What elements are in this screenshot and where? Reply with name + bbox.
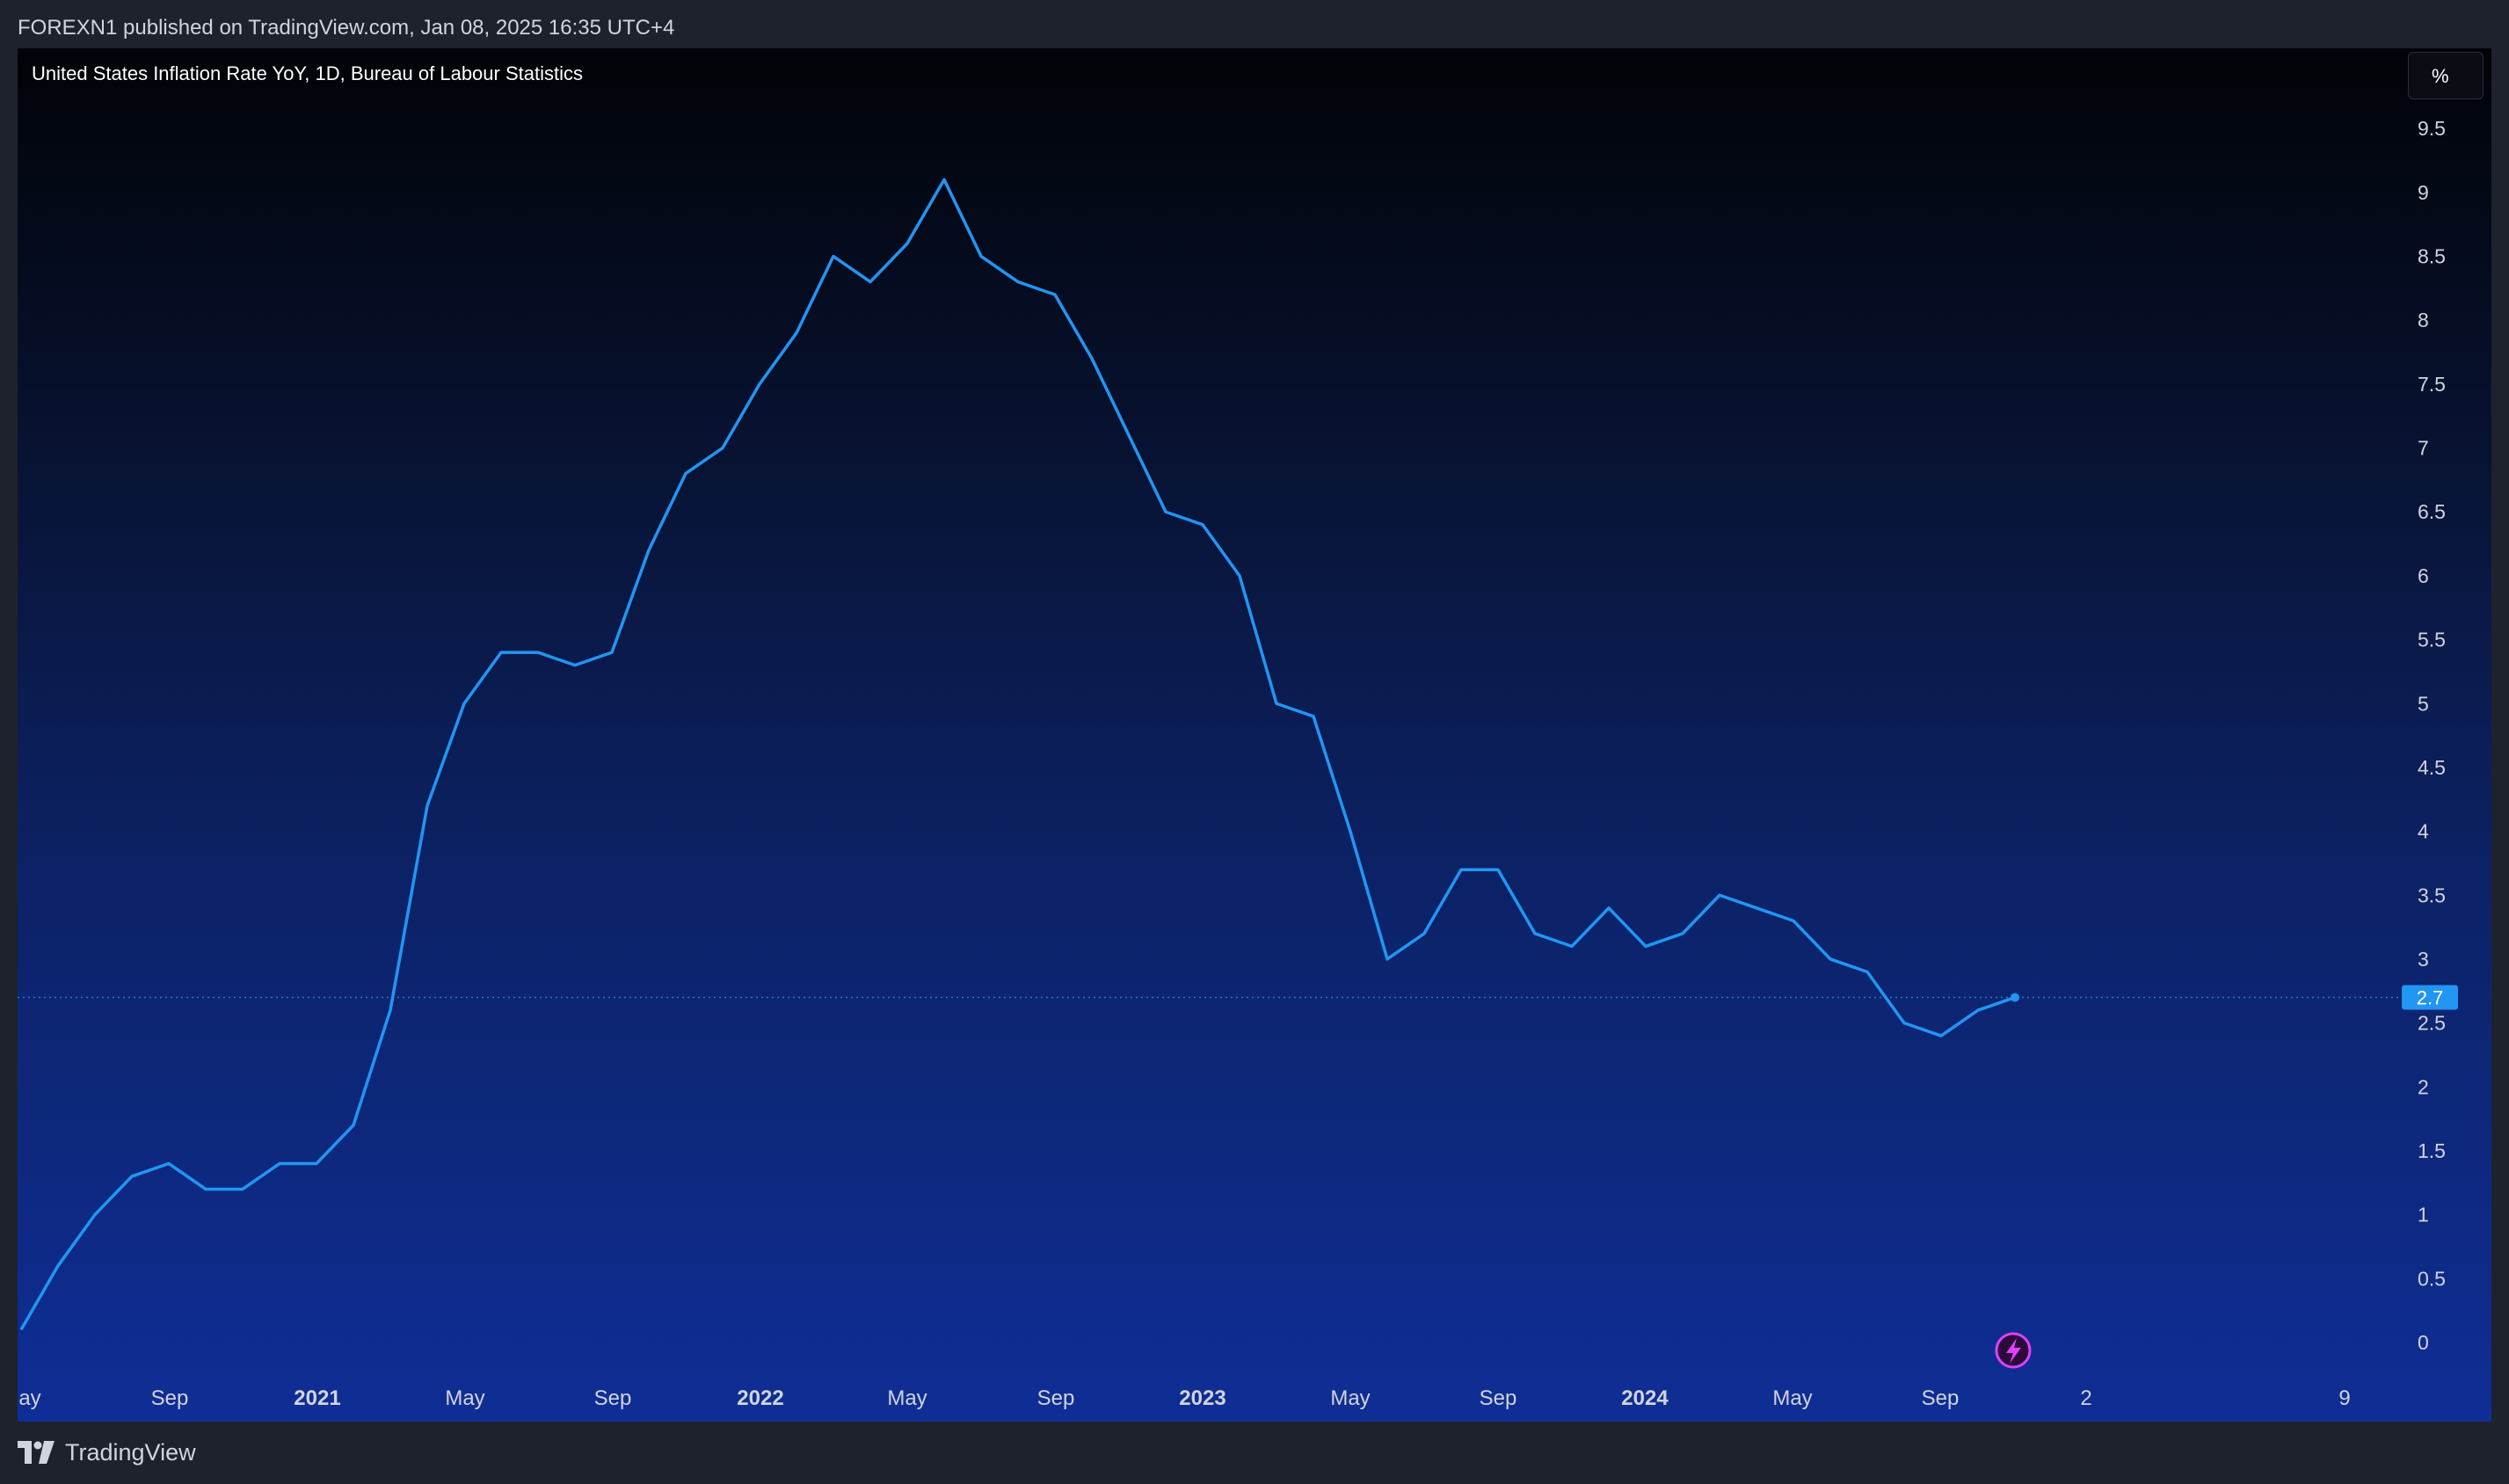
last-value-label: 2.7 xyxy=(2417,987,2444,1009)
x-tick-label: 2023 xyxy=(1179,1386,1225,1410)
y-tick-label: 3.5 xyxy=(2418,884,2446,906)
chart-title: United States Inflation Rate YoY, 1D, Bu… xyxy=(32,62,583,84)
y-tick-label: 2.5 xyxy=(2418,1012,2446,1035)
x-tick-label: Sep xyxy=(1922,1386,1960,1410)
chart-panel[interactable]: 9.5 9 8.5 8 7.5 7 6.5 6 5.5 5 4.5 4 3.5 3 2.5 2 1.5 1 0.5 0… xyxy=(18,48,2491,1422)
x-tick-label: Sep xyxy=(1037,1386,1075,1410)
footer: TradingView xyxy=(18,1435,196,1470)
x-tick-label: 2022 xyxy=(737,1386,783,1410)
x-tick-label: 9 xyxy=(2338,1386,2350,1410)
inflation-series-line xyxy=(19,178,2016,1331)
y-tick-label: 0.5 xyxy=(2418,1267,2446,1290)
y-tick-label: 4.5 xyxy=(2418,756,2446,779)
x-tick-label: Sep xyxy=(594,1386,632,1410)
x-tick-label: 2024 xyxy=(1621,1386,1669,1410)
x-tick-label: 2 xyxy=(2080,1386,2091,1410)
x-tick-label: May xyxy=(1772,1386,1812,1410)
y-tick-label: 3 xyxy=(2418,948,2429,971)
y-tick-label: 1.5 xyxy=(2418,1139,2446,1162)
publisher-header: FOREXN1 published on TradingView.com, Ja… xyxy=(18,16,675,40)
x-tick-label: ay xyxy=(18,1386,40,1410)
y-tick-label: 7 xyxy=(2418,437,2429,460)
y-tick-label: 9.5 xyxy=(2418,117,2446,140)
line-chart[interactable]: 9.5 9 8.5 8 7.5 7 6.5 6 5.5 5 4.5 4 3.5 3 2.5 2 1.5 1 0.5 0… xyxy=(18,48,2491,1422)
y-tick-label: 6.5 xyxy=(2418,500,2446,523)
x-tick-label: 2021 xyxy=(294,1386,340,1410)
y-tick-label: 6 xyxy=(2418,564,2429,587)
unit-toggle-button[interactable]: % xyxy=(2408,52,2484,99)
lightning-event-icon[interactable] xyxy=(1995,1332,2032,1369)
y-tick-label: 2 xyxy=(2418,1075,2429,1098)
last-point-marker xyxy=(2011,993,2019,1002)
tradingview-logo-icon xyxy=(18,1441,55,1464)
y-tick-label: 5.5 xyxy=(2418,629,2446,651)
last-value-badge xyxy=(2402,985,2458,1010)
x-tick-label: Sep xyxy=(1480,1386,1517,1410)
y-tick-label: 8 xyxy=(2418,309,2429,331)
x-tick-label: Sep xyxy=(151,1386,189,1410)
y-tick-label: 5 xyxy=(2418,692,2429,715)
x-tick-label: May xyxy=(887,1386,927,1410)
y-tick-label: 0 xyxy=(2418,1331,2429,1354)
y-tick-label: 4 xyxy=(2418,820,2429,843)
y-tick-label: 8.5 xyxy=(2418,245,2446,268)
footer-brand: TradingView xyxy=(65,1438,196,1466)
y-tick-label: 1 xyxy=(2418,1204,2429,1226)
x-tick-label: May xyxy=(1330,1386,1370,1410)
x-tick-label: May xyxy=(445,1386,484,1410)
y-tick-label: 7.5 xyxy=(2418,373,2446,396)
y-tick-label: 9 xyxy=(2418,181,2429,204)
